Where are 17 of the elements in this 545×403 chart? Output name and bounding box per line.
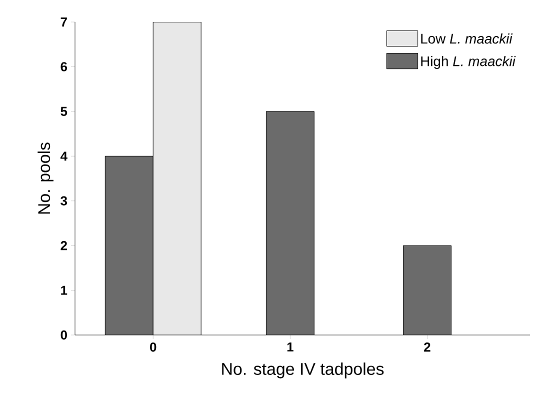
- y-tick-label: 7: [60, 18, 67, 26]
- x-axis-title: No. stage IV tadpoles: [222, 362, 384, 378]
- legend-label: Low L. maackii: [421, 33, 513, 44]
- bar: [105, 156, 154, 335]
- y-tick-label: 1: [61, 286, 68, 295]
- x-tick-label: 2: [424, 342, 430, 352]
- y-tick-label: 0: [60, 330, 67, 340]
- y-tick-label: 2: [60, 241, 67, 250]
- bar: [402, 245, 452, 335]
- legend-label: High L. maackii: [421, 56, 516, 69]
- x-tick-label: 0: [150, 342, 156, 352]
- y-axis-title: No. pools: [38, 142, 54, 214]
- y-tick-label: 4: [60, 152, 68, 161]
- y-tick-label: 3: [60, 196, 68, 206]
- y-tick-label: 6: [60, 62, 68, 72]
- x-tick-label: 1: [287, 342, 294, 352]
- y-tick-label: 5: [60, 106, 68, 116]
